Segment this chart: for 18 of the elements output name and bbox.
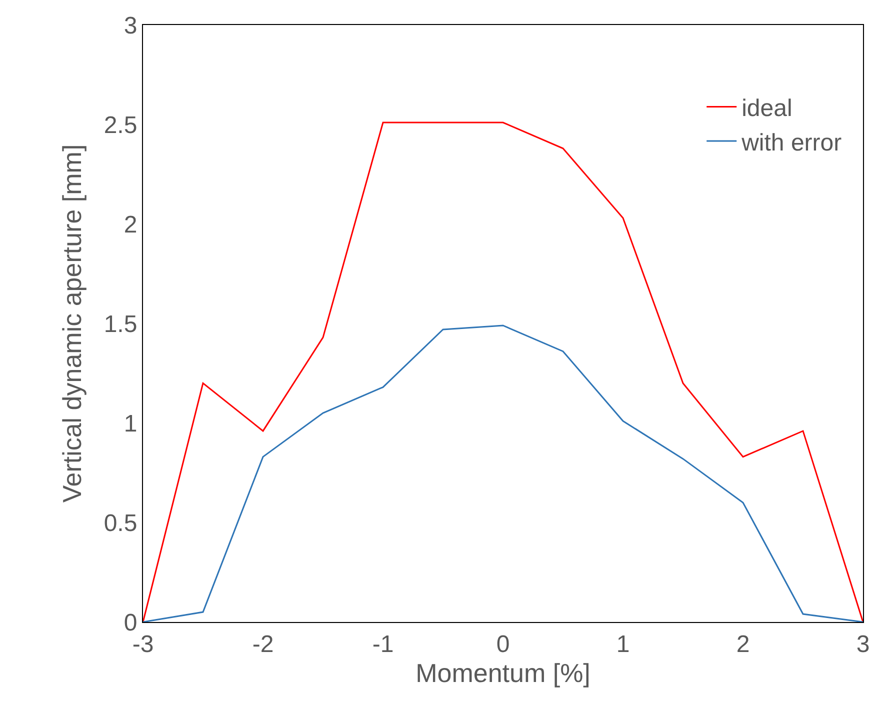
legend-label: with error xyxy=(740,129,842,156)
y-tick-label: 1 xyxy=(124,410,138,438)
y-tick-label: 1.5 xyxy=(104,310,138,338)
y-tick-label: 2.5 xyxy=(104,112,138,139)
x-tick-label: -1 xyxy=(372,630,394,658)
y-axis-title: Vertical dynamic aperture [mm] xyxy=(57,144,88,503)
x-tick-label: 3 xyxy=(856,630,870,658)
legend-label: ideal xyxy=(742,95,792,122)
x-tick-label: 2 xyxy=(736,630,750,658)
x-tick-label: 1 xyxy=(616,630,630,658)
x-tick-label: -2 xyxy=(252,630,274,658)
line-series xyxy=(143,324,863,622)
y-tick-label: 3 xyxy=(124,12,138,40)
line-series xyxy=(143,122,863,622)
x-axis-title: Momentum [%] xyxy=(416,658,590,688)
x-tick-label: 0 xyxy=(496,630,510,658)
y-tick-label: 0.5 xyxy=(104,510,138,537)
y-tick-label: 2 xyxy=(124,211,138,238)
